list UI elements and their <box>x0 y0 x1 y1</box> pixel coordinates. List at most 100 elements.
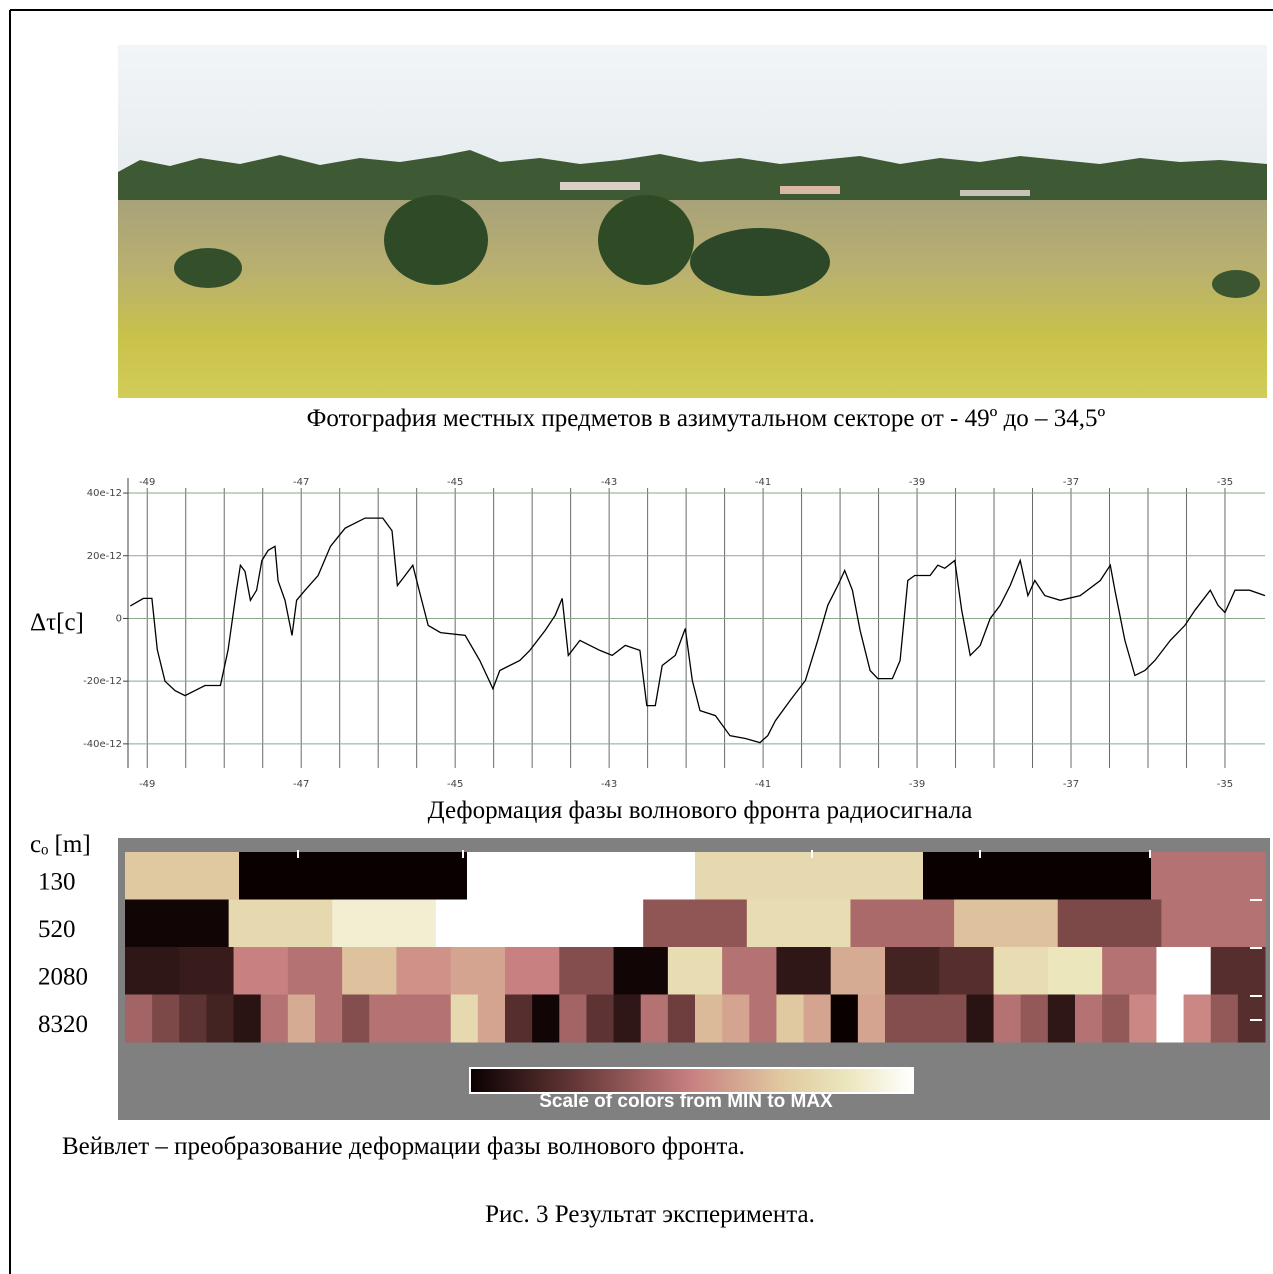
heatmap-cell <box>695 995 723 1043</box>
x-tick-label: -47 <box>293 477 309 488</box>
heatmap-cell <box>234 947 289 995</box>
heatmap-cell <box>1102 995 1130 1043</box>
row-label: 8320 <box>38 1011 88 1038</box>
heatmap-cell <box>1129 995 1157 1043</box>
heatmap-cell <box>540 900 644 948</box>
heatmap-cell <box>831 995 859 1043</box>
heatmap-cell <box>722 995 750 1043</box>
chart-caption: Вейвлет – преобразование деформации фазы… <box>62 1133 745 1160</box>
x-tick-label: -41 <box>755 477 771 488</box>
heatmap-cell <box>451 995 479 1043</box>
y-tick-label: 20e-12 <box>87 551 122 562</box>
heatmap-cell <box>994 947 1049 995</box>
y-tick-label: -40e-12 <box>83 739 122 750</box>
heatmap-cell <box>939 995 967 1043</box>
heatmap-cell <box>1211 995 1239 1043</box>
heatmap-cell <box>478 995 506 1043</box>
heatmap-cell <box>125 947 180 995</box>
colorbar <box>470 1068 913 1093</box>
y-tick-label: -20e-12 <box>83 676 122 687</box>
heatmap-cell <box>586 995 614 1043</box>
heatmap-cell <box>722 947 777 995</box>
heatmap-cell <box>353 852 468 900</box>
heatmap-cell <box>858 995 886 1043</box>
heatmap-cell <box>831 947 886 995</box>
heatmap-cell <box>776 947 831 995</box>
heatmap-cell <box>206 995 234 1043</box>
heatmap-cell <box>288 995 316 1043</box>
heatmap-cell <box>994 995 1022 1043</box>
heatmap-cell <box>396 947 451 995</box>
heatmap-cell <box>1156 947 1211 995</box>
heatmap-cell <box>125 852 240 900</box>
heatmap-cell <box>436 900 540 948</box>
heatmap-cell <box>532 995 560 1043</box>
heatmap-cell <box>152 995 180 1043</box>
heatmap-cell <box>369 995 397 1043</box>
x-tick-label: -37 <box>1063 477 1079 488</box>
x-tick-label: -43 <box>601 779 617 790</box>
heatmap-cell <box>1037 852 1152 900</box>
row-label: 130 <box>38 868 76 895</box>
heatmap-cell <box>885 947 940 995</box>
photo-caption: Фотография местных предметов в азимуталь… <box>307 405 1106 432</box>
x-tick-label: -45 <box>447 477 463 488</box>
heatmap-cell <box>1048 995 1076 1043</box>
heatmap-cell <box>776 995 804 1043</box>
heatmap-cell <box>885 995 913 1043</box>
heatmap-cell <box>1238 995 1266 1043</box>
heatmap-cell <box>749 995 777 1043</box>
heatmap-cell <box>939 947 994 995</box>
heatmap-cell <box>804 995 832 1043</box>
heatmap-cell <box>179 995 207 1043</box>
x-tick-label: -47 <box>293 779 309 790</box>
row-label: 520 <box>38 916 76 943</box>
heatmap-cell <box>559 947 614 995</box>
heatmap-cell <box>239 852 354 900</box>
heatmap-cell <box>747 900 851 948</box>
heatmap-cell <box>641 995 669 1043</box>
heatmap-cell <box>614 947 669 995</box>
heatmap-cell <box>1161 900 1265 948</box>
heatmap-cell <box>467 852 582 900</box>
heatmap-cell <box>1048 947 1103 995</box>
heatmap-cell <box>315 995 343 1043</box>
heatmap-cell <box>614 995 642 1043</box>
heatmap-cell <box>342 947 397 995</box>
x-tick-label: -45 <box>447 779 463 790</box>
x-tick-label: -39 <box>909 779 925 790</box>
heatmap-cell <box>809 852 924 900</box>
heatmap-cell <box>261 995 289 1043</box>
heatmap-cell <box>668 995 696 1043</box>
figure-caption: Рис. 3 Результат эксперимента. <box>485 1201 815 1228</box>
line <box>130 518 1265 743</box>
heatmap-cell <box>1075 995 1103 1043</box>
heatmap-cell <box>234 995 262 1043</box>
heatmap-cell <box>1156 995 1184 1043</box>
heatmap-cell <box>695 852 810 900</box>
heatmap-cell <box>954 900 1058 948</box>
heatmap-cell <box>332 900 436 948</box>
heatmap-cell <box>581 852 696 900</box>
heatmap-cell <box>1021 995 1049 1043</box>
photo <box>118 45 1267 398</box>
y-tick-label: 40e-12 <box>87 488 122 499</box>
heatmap-cell <box>396 995 424 1043</box>
heatmap-cell <box>125 995 153 1043</box>
x-tick-label: -49 <box>139 779 155 790</box>
y-tick-label: 0 <box>116 613 122 624</box>
heatmap-cell <box>559 995 587 1043</box>
x-tick-label: -49 <box>139 477 155 488</box>
row-label: 2080 <box>38 963 88 990</box>
heatmap-cell <box>1058 900 1162 948</box>
x-tick-label: -35 <box>1217 779 1233 790</box>
x-tick-label: -37 <box>1063 779 1079 790</box>
heatmap-cell <box>179 947 234 995</box>
heatmap-cell <box>125 900 229 948</box>
heatmap-cell <box>966 995 994 1043</box>
heatmap-cell <box>229 900 333 948</box>
heatmap-cell <box>505 947 560 995</box>
line-chart: -40e-12 -20e-12 0 20e-12 40e-12 -49 -49 -47 -47 -… <box>83 477 1265 790</box>
heatmap-cell <box>451 947 506 995</box>
